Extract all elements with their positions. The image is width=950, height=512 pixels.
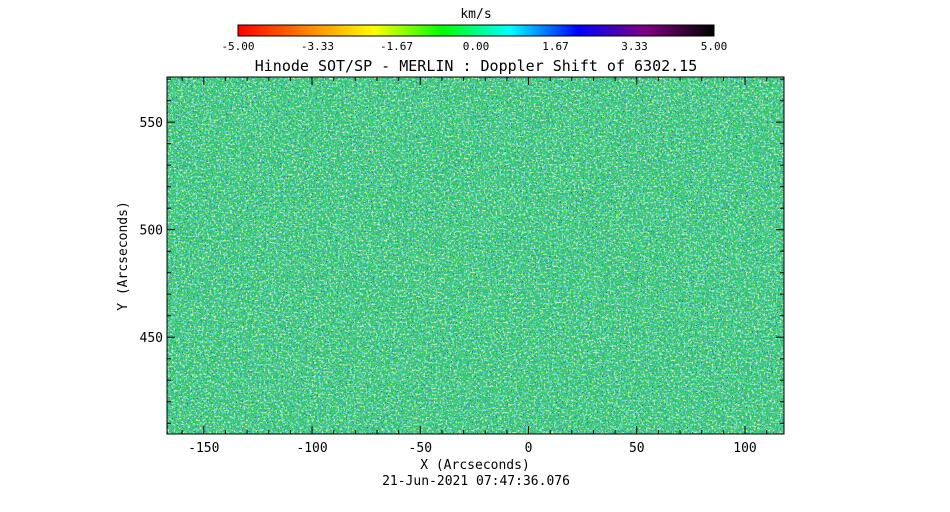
colorbar-label: km/s [460, 7, 491, 22]
y-tick-label: 450 [140, 331, 163, 346]
x-tick-label: -150 [188, 441, 219, 456]
x-tick-label: -50 [409, 441, 432, 456]
x-axis-label: X (Arcseconds) [420, 458, 530, 473]
colorbar [237, 24, 715, 37]
x-axis: -150 -100 -50 0 50 100 [181, 77, 768, 456]
x-tick-label: 100 [733, 441, 756, 456]
timestamp: 21-Jun-2021 07:47:36.076 [382, 474, 570, 489]
doppler-map [167, 77, 784, 434]
x-tick-label: -100 [296, 441, 327, 456]
colorbar-tick-label: 0.00 [463, 40, 490, 53]
chart-title: Hinode SOT/SP - MERLIN : Doppler Shift o… [255, 57, 698, 75]
colorbar-tick-label: 3.33 [621, 40, 648, 53]
colorbar-tick-label: 1.67 [542, 40, 569, 53]
y-axis: 450 500 550 [140, 78, 784, 424]
y-tick-label: 500 [140, 224, 163, 239]
x-tick-label: 0 [525, 441, 533, 456]
y-tick-label: 550 [140, 116, 163, 131]
colorbar-tick-label: 5.00 [701, 40, 728, 53]
colorbar-ticks: -5.00 -3.33 -1.67 0.00 1.67 3.33 5.00 [221, 40, 727, 53]
x-tick-label: 50 [629, 441, 645, 456]
y-axis-label: Y (Arcseconds) [116, 201, 131, 311]
colorbar-tick-label: -3.33 [301, 40, 334, 53]
plot-frame [166, 76, 785, 435]
colorbar-tick-label: -1.67 [380, 40, 413, 53]
colorbar-tick-label: -5.00 [221, 40, 254, 53]
